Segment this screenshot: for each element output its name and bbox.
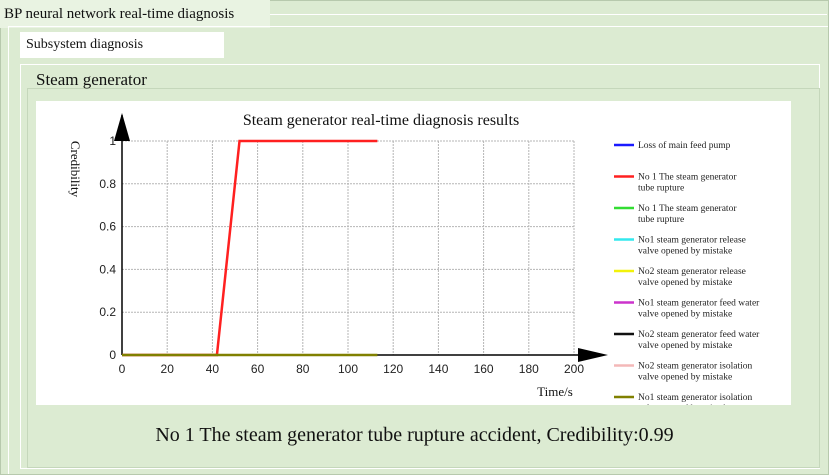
legend-entry-label: valve opened by mistake (638, 247, 732, 257)
legend-entry-label: No1 steam generator feed water (638, 298, 760, 309)
title-divider (270, 14, 827, 15)
y-tick-label: 0.6 (99, 220, 116, 234)
chart-legend: Loss of main feed pump No 1 The steam gen… (614, 140, 760, 405)
legend-entry-label: valve opened by mistake (638, 278, 732, 288)
legend-entry-label: No1 steam generator release (638, 236, 746, 246)
legend-entry-label: valve opened by mistake (638, 404, 732, 405)
y-tick-label: 0 (109, 348, 116, 362)
x-tick-label: 80 (296, 362, 310, 376)
legend-entry-label: No2 steam generator feed water (638, 329, 760, 340)
legend-entry-label: valve opened by mistake (638, 310, 732, 320)
x-tick-label: 40 (206, 362, 220, 376)
legend-entry-label: No2 steam generator isolation (638, 362, 752, 372)
steam-generator-group-title: Steam generator (36, 70, 147, 89)
chart-ticks: 0 20 40 60 80 100 120 140 160 180 200 0 0.2 0.4 0.6 0.8… (99, 134, 584, 376)
x-tick-label: 120 (383, 362, 403, 376)
x-axis-label: Time/s (537, 384, 573, 399)
legend-entry-label: No2 steam generator release (638, 267, 746, 277)
x-tick-label: 160 (474, 362, 494, 376)
chart-grid (122, 140, 575, 355)
x-tick-label: 20 (161, 362, 175, 376)
steam-generator-inner-frame (27, 88, 820, 468)
chart-lines (122, 139, 378, 357)
diagnosis-chart-panel: 0 20 40 60 80 100 120 140 160 180 200 0 0.2 0.4 0.6 0.8… (36, 101, 791, 405)
diagnosis-result-text: No 1 The steam generator tube rupture ac… (155, 424, 674, 446)
legend-entry-label: tube rupture (638, 215, 684, 225)
window-title: BP neural network real-time diagnosis (0, 0, 270, 28)
y-axis-arrow (114, 113, 130, 141)
y-tick-label: 0.2 (99, 305, 116, 319)
legend-entry-label: tube rupture (638, 184, 684, 194)
x-tick-label: 0 (119, 362, 126, 376)
legend-entry-label: valve opened by mistake (638, 373, 732, 383)
chart-axes (114, 113, 608, 362)
x-tick-label: 60 (251, 362, 265, 376)
series-line-1 (122, 139, 378, 357)
y-tick-label: 0.4 (99, 262, 116, 276)
y-axis-label: Credibility (68, 141, 83, 198)
x-tick-label: 180 (519, 362, 539, 376)
subsystem-panel (8, 26, 828, 474)
x-tick-label: 140 (428, 362, 448, 376)
legend-entry-label: No 1 The steam generator (638, 204, 737, 214)
y-tick-label: 0.8 (99, 177, 116, 191)
legend-entry-label: valve opened by mistake (638, 341, 732, 351)
legend-entry-label: No1 steam generator isolation (638, 393, 752, 403)
y-tick-label: 1 (109, 134, 116, 148)
tab-subsystem-diagnosis[interactable]: Subsystem diagnosis (20, 32, 224, 58)
chart-title: Steam generator real-time diagnosis resu… (243, 112, 519, 129)
legend-entry-label: Loss of main feed pump (638, 140, 731, 151)
x-tick-label: 200 (564, 362, 584, 376)
diagnosis-chart: 0 20 40 60 80 100 120 140 160 180 200 0 0.2 0.4 0.6 0.8… (68, 112, 760, 405)
x-axis-arrow (578, 348, 608, 362)
legend-entry-label: No 1 The steam generator (638, 173, 737, 183)
x-tick-label: 100 (338, 362, 358, 376)
